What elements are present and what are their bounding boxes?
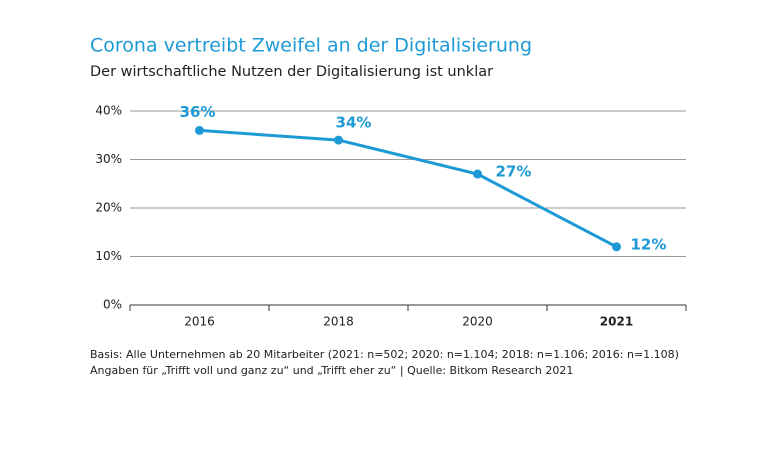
point [195, 125, 204, 135]
x-tick-label: 2020 [462, 315, 493, 329]
chart-title: Corona vertreibt Zweifel an der Digitali… [90, 35, 532, 57]
x-tick-label: 2016 [184, 315, 215, 329]
y-tick-label: 10% [95, 249, 122, 263]
footnote: Basis: Alle Unternehmen ab 20 Mitarbeite… [90, 348, 679, 361]
y-tick-label: 30% [95, 152, 122, 166]
y-tick-label: 40% [95, 104, 122, 118]
y-tick-label: 20% [95, 201, 122, 215]
x-tick-label: 2021 [600, 315, 633, 329]
point [334, 135, 343, 145]
data-label: 12% [631, 235, 667, 253]
data-label: 34% [336, 114, 372, 132]
data-label: 36% [180, 103, 216, 121]
point [612, 242, 621, 252]
data-label: 27% [496, 163, 532, 181]
chart-subtitle: Der wirtschaftliche Nutzen der Digitalis… [90, 64, 493, 80]
x-tick-label: 2018 [323, 315, 354, 329]
point [473, 169, 482, 179]
y-tick-label: 0% [103, 298, 122, 312]
line [199, 128, 618, 249]
footnote: Angaben für „Trifft voll und ganz zu“ un… [90, 364, 573, 377]
